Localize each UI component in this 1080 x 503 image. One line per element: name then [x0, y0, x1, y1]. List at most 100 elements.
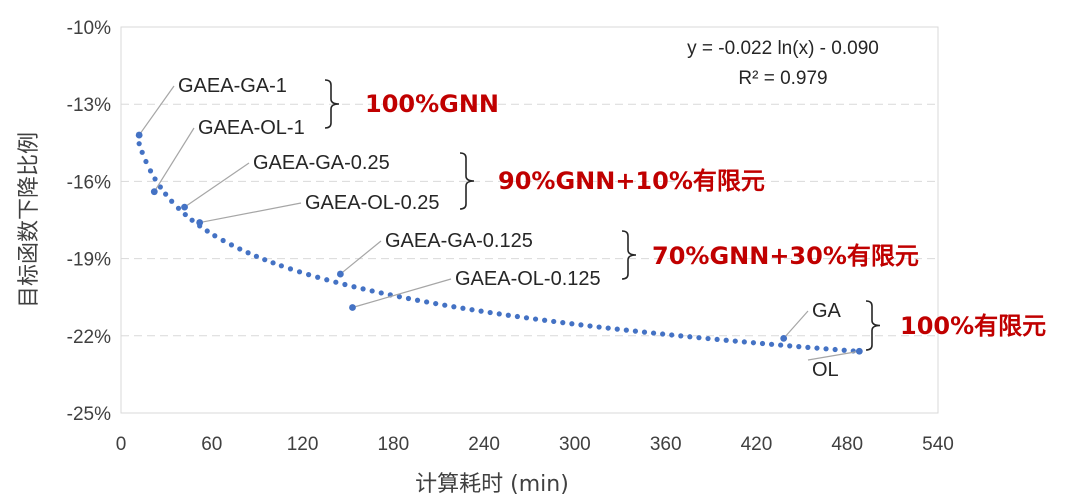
trendline-dot	[551, 318, 557, 325]
x-tick-label: 120	[287, 434, 319, 455]
trendline-dot	[139, 149, 145, 155]
trendline-dot	[262, 257, 268, 263]
point-label: GA	[812, 300, 842, 322]
group-bracket	[324, 79, 340, 129]
trendline-dot	[451, 304, 457, 310]
trendline	[136, 141, 856, 354]
trendline-dot	[136, 141, 142, 147]
trendline-dot	[315, 274, 321, 280]
trendline-dot	[237, 246, 243, 252]
trendline-dot	[469, 307, 475, 313]
point-label: GAEA-OL-1	[198, 117, 305, 139]
trendline-dot	[342, 281, 348, 288]
trendline-dot	[768, 341, 775, 347]
trendline-dot	[143, 158, 149, 165]
trendline-dot	[396, 294, 402, 300]
data-point	[181, 203, 188, 211]
trendline-dot	[378, 290, 384, 296]
trendline-dot	[163, 191, 169, 197]
trendline-dot	[351, 284, 357, 290]
trendline-dot	[296, 269, 303, 275]
trendline-dot	[587, 323, 593, 329]
y-axis-ticks: -10% -13% -16% -19% -22% -25%	[67, 18, 111, 425]
leader-line	[184, 162, 250, 208]
trendline-dot	[669, 332, 675, 338]
trendline-dot	[212, 233, 218, 239]
y-tick-label: -13%	[67, 95, 111, 116]
trendline-dot	[147, 168, 154, 174]
point-label: OL	[812, 359, 839, 381]
y-tick-label: -10%	[67, 18, 111, 39]
trendline-r2: R² = 0.979	[738, 68, 827, 89]
trendline-dot	[650, 330, 657, 336]
point-label: GAEA-OL-0.25	[305, 192, 440, 214]
trendline-dot	[787, 343, 793, 349]
trendline-dot	[696, 335, 702, 341]
trendline-dot	[287, 266, 294, 272]
data-point	[135, 131, 143, 139]
leader-line	[138, 85, 175, 136]
trendline-dot	[306, 271, 312, 278]
trendline-dot	[687, 334, 693, 340]
x-tick-label: 180	[377, 434, 409, 455]
group-label: 70%GNN+30%有限元	[652, 242, 919, 270]
trendline-dot	[189, 217, 195, 223]
trendline-dot	[152, 176, 158, 182]
x-tick-label: 60	[201, 434, 222, 455]
trendline-dot	[614, 326, 620, 332]
trendline-dot	[523, 315, 530, 321]
y-tick-label: -22%	[67, 327, 111, 348]
plot-area	[120, 26, 939, 414]
trendline-dot	[578, 322, 584, 328]
trendline-dot	[632, 328, 639, 334]
group-label: 100%有限元	[900, 312, 1046, 340]
trendline-dot	[324, 277, 330, 283]
x-tick-label: 300	[559, 434, 591, 455]
trendline-dot	[623, 327, 629, 333]
trendline-dot	[424, 299, 430, 305]
trendline-dot	[596, 324, 602, 330]
point-label: GAEA-OL-0.125	[455, 268, 601, 290]
trendline-dot	[796, 344, 802, 350]
group-label: 90%GNN+10%有限元	[498, 167, 765, 195]
trendline-dot	[228, 242, 235, 248]
x-tick-label: 240	[468, 434, 500, 455]
trendline-dot	[741, 339, 747, 345]
data-point	[336, 270, 344, 278]
y-tick-label: -16%	[67, 172, 111, 193]
trendline-dot	[278, 263, 284, 269]
y-axis-title: 目标函数下降比例	[17, 132, 42, 308]
trendline-dot	[175, 205, 182, 211]
trendline-dot	[832, 346, 838, 353]
y-tick-label: -19%	[67, 250, 111, 271]
group-bracket	[459, 152, 475, 210]
trendline-dot	[542, 317, 548, 323]
leader-line	[807, 350, 860, 361]
data-point	[196, 219, 204, 226]
group-labels: 100%GNN 90%GNN+10%有限元 70%GNN+30%有限元 100%有限元	[365, 90, 1046, 340]
point-label: GAEA-GA-0.125	[385, 230, 533, 252]
data-points	[135, 131, 863, 355]
x-axis-ticks: 0 60 120 180 240 300 360 420 480 540	[116, 434, 954, 455]
trendline-dot	[442, 302, 448, 308]
trendline-dot	[433, 300, 439, 307]
trendline-dot	[487, 309, 493, 316]
point-label: GAEA-GA-0.25	[253, 152, 390, 174]
leader-line	[783, 310, 809, 339]
leader-line	[153, 127, 195, 193]
x-tick-label: 360	[650, 434, 682, 455]
x-tick-label: 540	[922, 434, 954, 455]
leader-line	[340, 240, 382, 275]
leader-line	[352, 278, 452, 309]
trendline-dot	[732, 338, 738, 344]
x-axis-title: 计算耗时 (min)	[415, 472, 569, 497]
trendline-dot	[478, 308, 484, 314]
trendline-dot	[333, 279, 339, 285]
trendline-dot	[560, 320, 566, 326]
trendline-dot	[678, 333, 684, 339]
group-bracket	[621, 230, 637, 280]
leader-line	[199, 202, 302, 224]
group-label: 100%GNN	[365, 90, 499, 118]
trendline-dot	[841, 347, 847, 353]
